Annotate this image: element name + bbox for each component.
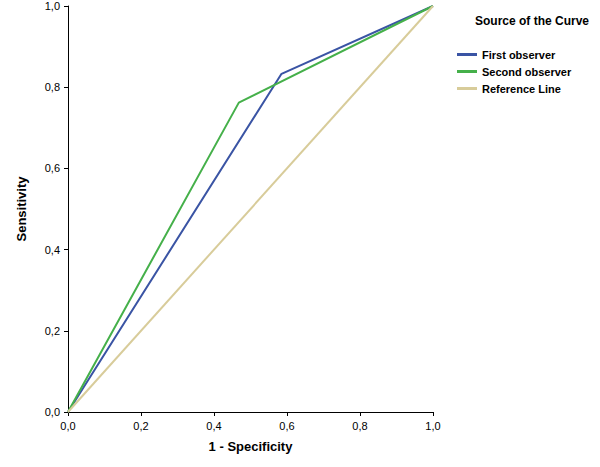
svg-text:1,0: 1,0: [45, 0, 60, 12]
svg-text:Source of the Curve: Source of the Curve: [475, 14, 589, 28]
svg-text:0,4: 0,4: [45, 244, 60, 256]
svg-text:0,2: 0,2: [133, 420, 148, 432]
svg-text:Second observer: Second observer: [482, 66, 572, 78]
svg-text:0,8: 0,8: [45, 81, 60, 93]
svg-text:0,6: 0,6: [45, 162, 60, 174]
svg-text:0,8: 0,8: [352, 420, 367, 432]
svg-text:0,0: 0,0: [60, 420, 75, 432]
svg-text:Reference Line: Reference Line: [482, 83, 561, 95]
svg-text:0,2: 0,2: [45, 325, 60, 337]
svg-text:0,6: 0,6: [279, 420, 294, 432]
svg-text:0,0: 0,0: [45, 406, 60, 418]
svg-text:1,0: 1,0: [425, 420, 440, 432]
svg-text:First observer: First observer: [482, 49, 556, 61]
svg-text:1 - Specificity: 1 - Specificity: [209, 439, 294, 454]
svg-text:0,4: 0,4: [206, 420, 221, 432]
svg-text:Sensitivity: Sensitivity: [14, 176, 29, 242]
